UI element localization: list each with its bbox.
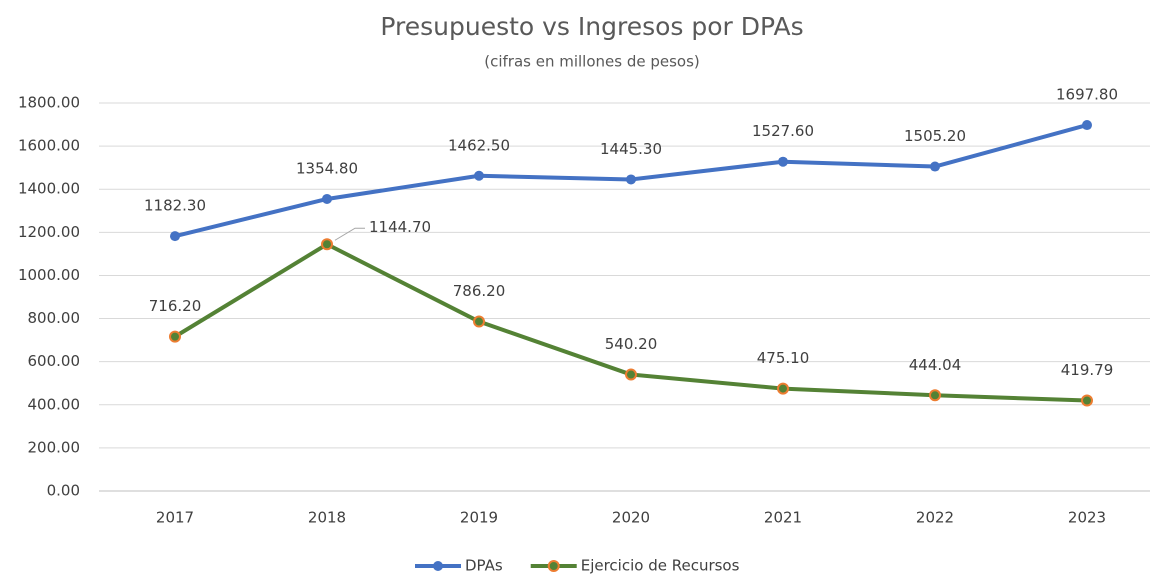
data-label: 1144.70 [369,218,431,236]
y-tick-label: 1200.00 [18,223,80,241]
data-label: 1445.30 [600,140,662,158]
point [1081,394,1093,407]
x-tick-label: 2019 [460,509,498,527]
point [170,231,180,242]
chart-title: Presupuesto vs Ingresos por DPAs [380,12,803,41]
point [625,368,637,381]
y-tick-label: 800.00 [28,309,81,327]
point [169,330,181,343]
point [473,315,485,328]
legend-marker [433,561,443,571]
data-label: 786.20 [453,282,506,300]
legend-label: Ejercicio de Recursos [581,557,740,575]
data-label: 1527.60 [752,122,814,140]
point [929,389,941,402]
data-label: 475.10 [757,349,810,367]
y-tick-label: 0.00 [47,482,80,500]
x-tick-label: 2023 [1068,509,1106,527]
x-tick-label: 2021 [764,509,802,527]
data-label: 1462.50 [448,136,510,154]
legend-label: DPAs [465,557,503,575]
data-label: 1505.20 [904,127,966,145]
point [322,193,332,204]
y-tick-label: 400.00 [28,395,81,413]
point [778,156,788,167]
x-tick-label: 2017 [156,509,194,527]
y-tick-label: 1800.00 [18,94,80,112]
legend-marker [547,560,560,572]
point [626,174,636,185]
data-label: 1697.80 [1056,86,1118,104]
x-tick-label: 2022 [916,509,954,527]
y-tick-label: 1000.00 [18,266,80,284]
y-tick-label: 1400.00 [18,180,80,198]
data-label: 1354.80 [296,159,358,177]
leader-line [334,227,365,241]
x-tick-label: 2020 [612,509,650,527]
point [321,238,333,251]
point [777,382,789,395]
y-tick-label: 600.00 [28,352,81,370]
y-tick-label: 200.00 [28,438,81,456]
x-tick-label: 2018 [308,509,346,527]
point [930,161,940,172]
y-tick-label: 1600.00 [18,137,80,155]
data-label: 1182.30 [144,197,206,215]
data-label: 419.79 [1061,361,1114,379]
data-label: 444.04 [909,356,962,374]
data-label: 540.20 [605,335,658,353]
chart-subtitle: (cifras en millones de pesos) [484,53,700,71]
point [474,170,484,181]
point [1082,120,1092,131]
data-label: 716.20 [149,297,202,315]
